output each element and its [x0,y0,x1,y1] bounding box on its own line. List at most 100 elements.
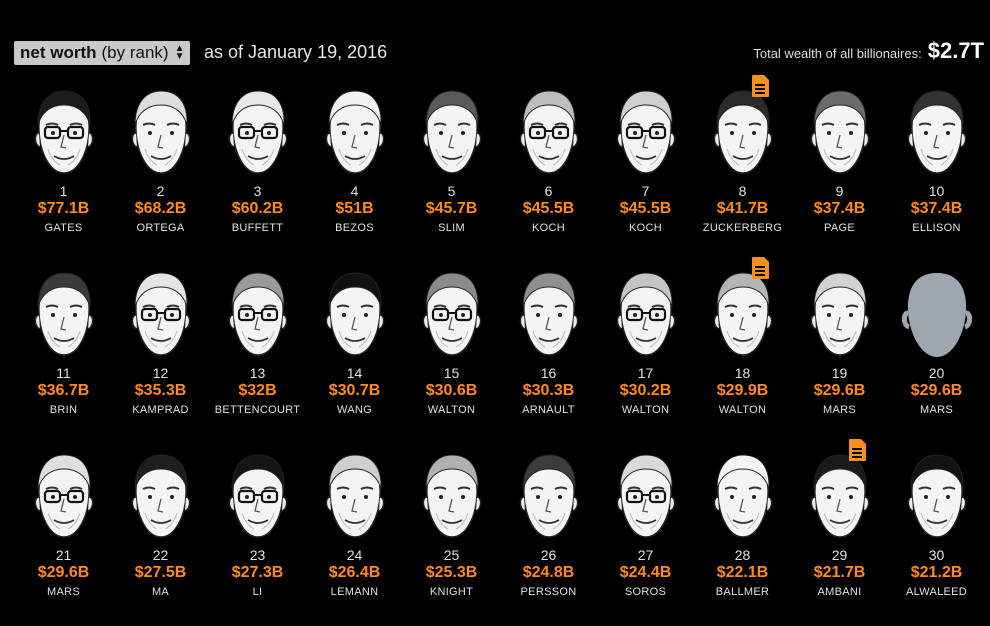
billionaire-name: MARS [823,404,856,416]
billionaire-card[interactable]: 24 $26.4B LEMANN [306,444,403,626]
billionaire-card[interactable]: 30 $21.2B ALWALEED [888,444,985,626]
rank-number: 3 [253,183,262,199]
rank-number: 13 [249,365,266,381]
portrait-icon [713,90,772,174]
billionaire-card[interactable]: 29 $21.7B AMBANI [791,439,888,626]
portrait-icon [325,90,384,174]
portrait-icon [713,272,772,356]
portrait-icon [34,90,93,174]
net-worth-value: $60.2B [231,200,284,217]
portrait-icon [228,272,287,356]
net-worth-value: $29.9B [716,382,769,399]
billionaire-card[interactable]: 3 $60.2B BUFFETT [209,80,306,262]
rank-number: 30 [928,547,945,563]
net-worth-value: $77.1B [37,200,90,217]
billionaire-card[interactable]: 25 $25.3B KNIGHT [403,444,500,626]
billionaire-card[interactable]: 15 $30.6B WALTON [403,262,500,444]
rank-number: 17 [637,365,654,381]
billionaire-card[interactable]: 14 $30.7B WANG [306,262,403,444]
billionaire-card[interactable]: 28 $22.1B BALLMER [694,444,791,626]
sort-select-mode: (by rank) [101,43,169,62]
billionaire-card[interactable]: 12 $35.3B KAMPRAD [112,262,209,444]
net-worth-value: $29.6B [813,382,866,399]
billionaire-card[interactable]: 26 $24.8B PERSSON [500,444,597,626]
net-worth-value: $36.7B [37,382,90,399]
rank-number: 7 [641,183,650,199]
rank-number: 16 [540,365,557,381]
net-worth-value: $30.6B [425,382,478,399]
billionaire-name: ORTEGA [136,222,185,234]
billionaire-name: ARNAULT [522,404,575,416]
net-worth-value: $29.6B [910,382,963,399]
billionaire-card[interactable]: 10 $37.4B ELLISON [888,80,985,262]
portrait-icon [325,454,384,538]
rank-number: 22 [152,547,169,563]
sort-select[interactable]: net worth (by rank) ▲ ▼ [14,41,191,65]
sort-select-label: net worth [20,43,97,62]
billionaire-name: SOROS [624,586,667,598]
portrait-icon [131,90,190,174]
billionaire-card[interactable]: 23 $27.3B LI [209,444,306,626]
document-icon[interactable] [752,75,769,97]
rank-number: 11 [56,365,71,381]
billionaire-card[interactable]: 16 $30.3B ARNAULT [500,262,597,444]
portrait-icon [422,454,481,538]
portrait-placeholder-icon [901,273,972,357]
billionaire-card[interactable]: 13 $32B BETTENCOURT [209,262,306,444]
billionaire-card[interactable]: 4 $51B BEZOS [306,80,403,262]
portrait-icon [34,454,93,538]
billionaire-card[interactable]: 17 $30.2B WALTON [597,262,694,444]
rank-number: 15 [443,365,460,381]
portrait-icon [713,454,772,538]
rank-number: 19 [831,365,848,381]
billionaire-name: AMBANI [817,586,862,598]
rank-number: 28 [734,547,751,563]
portrait-icon [810,454,869,538]
net-worth-value: $22.1B [716,564,769,581]
billionaire-name: ELLISON [912,222,961,234]
portrait-icon [907,90,966,174]
net-worth-value: $29.6B [37,564,90,581]
net-worth-value: $51B [335,200,374,217]
billionaire-name: ZUCKERBERG [702,222,783,234]
billionaire-card[interactable]: 20 $29.6B MARS [888,262,985,444]
net-worth-value: $37.4B [910,200,963,217]
billionaire-name: WALTON [621,404,670,416]
net-worth-value: $45.7B [425,200,478,217]
billionaire-card[interactable]: 8 $41.7B ZUCKERBERG [694,75,791,262]
net-worth-value: $27.5B [134,564,187,581]
billionaire-card[interactable]: 5 $45.7B SLIM [403,80,500,262]
billionaire-card[interactable]: 19 $29.6B MARS [791,262,888,444]
as-of-date: as of January 19, 2016 [204,42,388,62]
net-worth-value: $41.7B [716,200,769,217]
billionaire-name: BALLMER [715,586,770,598]
billionaire-card[interactable]: 18 $29.9B WALTON [694,257,791,444]
billionaire-name: ALWALEED [905,586,968,598]
billionaire-card[interactable]: 1 $77.1B GATES [15,80,112,262]
document-icon[interactable] [849,439,866,461]
net-worth-value: $26.4B [328,564,381,581]
billionaire-name: LI [252,586,263,598]
portrait-icon [519,454,578,538]
billionaire-card[interactable]: 2 $68.2B ORTEGA [112,80,209,262]
billionaire-card[interactable]: 21 $29.6B MARS [15,444,112,626]
billionaire-card[interactable]: 11 $36.7B BRIN [15,262,112,444]
portrait-icon [616,272,675,356]
portrait-icon [519,90,578,174]
updown-arrows-icon: ▲ ▼ [174,43,185,62]
portrait-icon [616,454,675,538]
billionaire-card[interactable]: 6 $45.5B KOCH [500,80,597,262]
rank-number: 4 [350,183,359,199]
billionaire-name: PERSSON [520,586,577,598]
rank-number: 29 [831,547,848,563]
billionaire-card[interactable]: 7 $45.5B KOCH [597,80,694,262]
billionaire-card[interactable]: 27 $24.4B SOROS [597,444,694,626]
rank-number: 27 [637,547,654,563]
billionaire-card[interactable]: 9 $37.4B PAGE [791,80,888,262]
rank-number: 12 [152,365,169,381]
document-icon[interactable] [752,257,769,279]
billionaire-name: WALTON [718,404,767,416]
net-worth-value: $30.2B [619,382,672,399]
billionaire-card[interactable]: 22 $27.5B MA [112,444,209,626]
rank-number: 24 [346,547,363,563]
